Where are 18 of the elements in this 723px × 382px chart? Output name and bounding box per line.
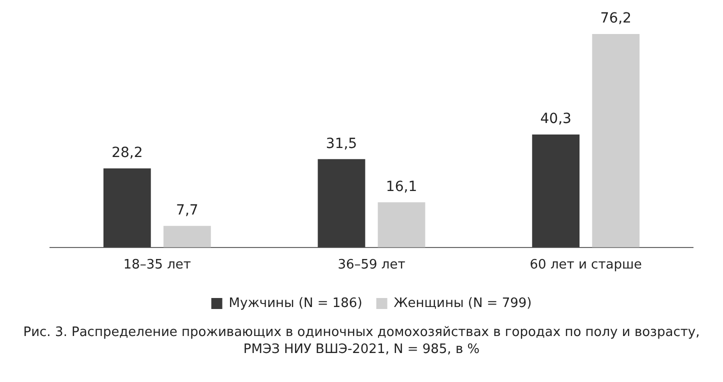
legend-label: Женщины (N = 799) (394, 296, 532, 311)
bar (532, 134, 580, 248)
x-tick-label: 18–35 лет (123, 258, 192, 273)
text: Рис. 3. Распределение проживающих в одиночных домохозяйствах в городах по полу и возрасту, РМЭЗ НИУ ВШЭ-2021, N = 985, в % (22, 324, 701, 358)
data-label: 7,7 (176, 202, 198, 218)
bar (103, 168, 151, 248)
bar (378, 202, 426, 248)
data-label: 16,1 (386, 178, 418, 195)
x-tick-label: 36–59 лет (338, 258, 406, 273)
x-tick-label: 60 лет и старше (530, 258, 642, 273)
bar (318, 159, 366, 248)
bar (163, 226, 211, 248)
legend-label: Мужчины (N = 186) (228, 296, 362, 311)
data-label: 76,2 (600, 10, 632, 27)
data-label: 40,3 (540, 111, 572, 128)
bar (592, 34, 640, 248)
data-label: 28,2 (112, 145, 143, 162)
data-label: 31,5 (326, 136, 358, 152)
